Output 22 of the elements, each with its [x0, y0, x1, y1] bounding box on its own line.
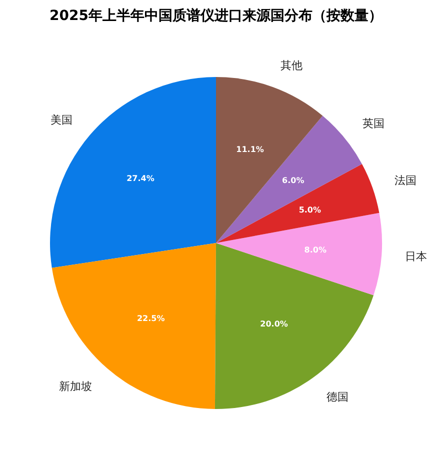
pie-slice [214, 243, 374, 409]
data-label: 11.1% [236, 145, 264, 154]
chart-title: 2025年上半年中国质谱仪进口来源国分布（按数量） [50, 7, 382, 24]
pie-slice [216, 116, 362, 243]
data-label: 6.0% [282, 176, 304, 185]
data-label: 27.4% [126, 174, 154, 183]
slice-label: 新加坡 [59, 380, 92, 393]
data-label: 22.5% [136, 314, 165, 324]
data-label: 5.0% [298, 206, 322, 215]
data-label: 20.0% [260, 320, 288, 329]
data-label: 8.0% [304, 246, 326, 255]
slice-label: 法国 [394, 174, 416, 187]
slice-label: 德国 [326, 390, 348, 404]
pie-slice [216, 164, 380, 243]
slice-label: 日本 [404, 250, 427, 263]
pie-slice [50, 77, 216, 268]
slice-label: 英国 [362, 117, 385, 130]
pie-slice [216, 77, 323, 243]
pie-slice [216, 212, 382, 296]
slice-label: 其他 [280, 59, 303, 72]
slice-label: 美国 [50, 113, 72, 126]
pie-slice [52, 243, 216, 409]
